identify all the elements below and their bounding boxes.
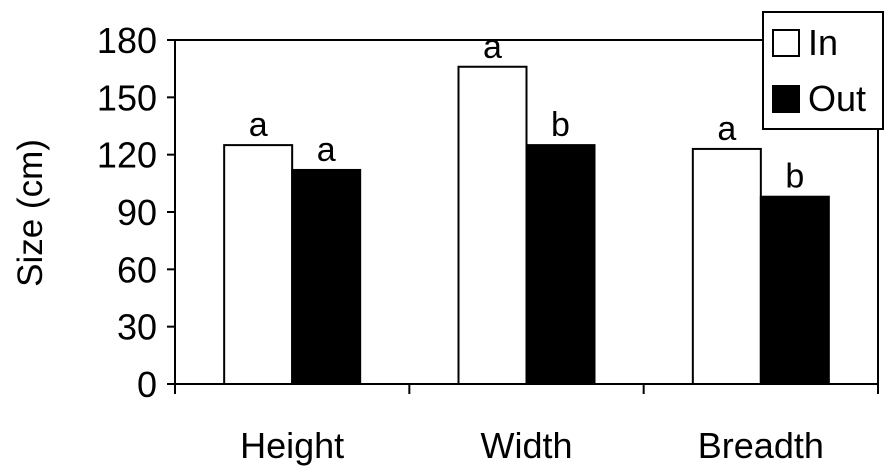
- significance-letter: a: [717, 110, 736, 148]
- bar-out: [759, 195, 830, 385]
- legend-swatch: [772, 29, 800, 57]
- bar-in: [691, 147, 762, 385]
- bar-out: [525, 144, 596, 385]
- significance-letter: b: [785, 158, 804, 196]
- y-axis: 0 30 60 90 120 150 180: [97, 20, 175, 405]
- significance-letter: a: [483, 28, 502, 66]
- bar-in: [457, 65, 528, 385]
- y-tick-label: 120: [97, 135, 157, 176]
- legend: In Out: [762, 11, 884, 130]
- legend-label: In: [808, 22, 838, 63]
- y-tick-label: 90: [117, 192, 157, 233]
- y-tick-label: 180: [97, 20, 157, 61]
- bar-out: [291, 168, 362, 385]
- y-tick-label: 150: [97, 77, 157, 118]
- y-tick-label: 0: [137, 364, 157, 405]
- y-tick-label: 30: [117, 307, 157, 348]
- x-tick-label: Height: [240, 425, 344, 466]
- significance-letter: b: [551, 106, 570, 144]
- significance-letters: a a a a b b: [249, 28, 805, 196]
- x-tick-label: Width: [480, 425, 572, 466]
- x-axis: Height Width Breadth: [174, 384, 879, 466]
- significance-letter: a: [249, 106, 268, 144]
- significance-letter: a: [317, 131, 336, 169]
- bar-in: [223, 144, 294, 385]
- legend-label: Out: [808, 78, 866, 119]
- y-axis-title: Size (cm): [11, 139, 50, 287]
- bars: [223, 65, 830, 385]
- y-tick-label: 60: [117, 249, 157, 290]
- x-tick-label: Breadth: [698, 425, 824, 466]
- legend-swatch: [772, 85, 800, 113]
